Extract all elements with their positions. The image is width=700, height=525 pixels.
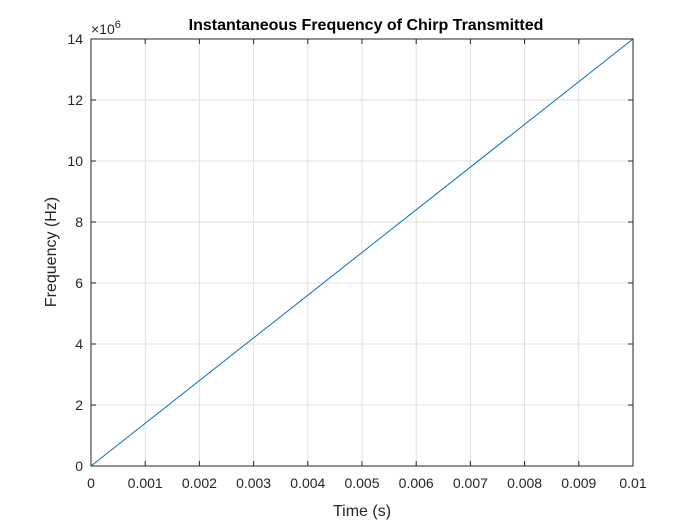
x-tick-label-10: 0.01 (619, 475, 646, 491)
y-axis-label: Frequency (Hz) (43, 197, 60, 307)
y-tick-label-6: 12 (67, 92, 83, 108)
x-tick-label-9: 0.009 (561, 475, 596, 491)
y-exponent-base: ×10 (91, 21, 115, 37)
y-tick-label-7: 14 (67, 31, 83, 47)
y-exponent-power: 6 (115, 19, 121, 31)
y-tick-label-2: 4 (75, 336, 83, 352)
y-tick-labels: 0 2 4 6 8 10 12 14 (67, 31, 83, 474)
y-tick-label-5: 10 (67, 153, 83, 169)
x-tick-label-8: 0.008 (507, 475, 542, 491)
y-tick-label-0: 0 (75, 458, 83, 474)
x-tick-label-3: 0.003 (236, 475, 271, 491)
x-tick-labels: 0 0.001 0.002 0.003 0.004 0.005 0.006 0.007 0.00… (87, 475, 647, 491)
x-tick-label-6: 0.006 (399, 475, 434, 491)
y-exponent: ×106 (91, 19, 121, 37)
x-tick-label-7: 0.007 (453, 475, 488, 491)
x-tick-label-2: 0.002 (182, 475, 217, 491)
chart-title: Instantaneous Frequency of Chirp Transmi… (189, 17, 544, 34)
x-axis-label: Time (s) (333, 503, 391, 520)
x-tick-label-4: 0.004 (290, 475, 325, 491)
y-tick-label-4: 8 (75, 214, 83, 230)
ticks (90, 38, 634, 467)
x-tick-label-5: 0.005 (344, 475, 379, 491)
y-tick-label-3: 6 (75, 275, 83, 291)
y-tick-label-1: 2 (75, 397, 83, 413)
x-tick-label-1: 0.001 (128, 475, 163, 491)
x-tick-label-0: 0 (87, 475, 95, 491)
